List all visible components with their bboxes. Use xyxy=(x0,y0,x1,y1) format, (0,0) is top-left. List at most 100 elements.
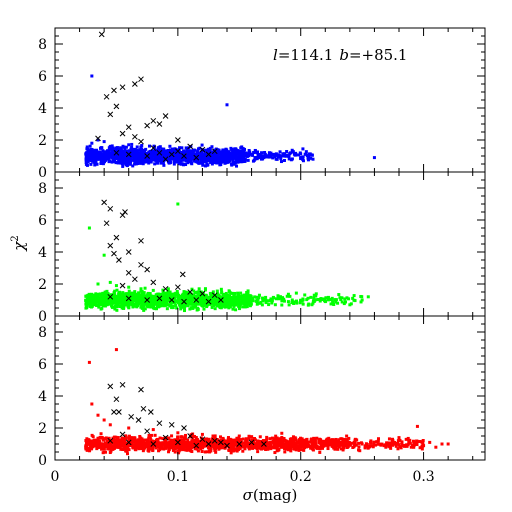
data-point xyxy=(209,302,213,306)
data-point xyxy=(161,161,165,165)
point-cloud-3 xyxy=(84,431,425,456)
data-point xyxy=(291,443,295,447)
data-point xyxy=(136,154,140,158)
data-point xyxy=(189,301,193,305)
data-point xyxy=(154,441,158,445)
data-point xyxy=(155,445,159,449)
data-point xyxy=(210,305,214,309)
data-point xyxy=(125,293,129,297)
data-point xyxy=(153,307,157,311)
data-point xyxy=(243,447,247,451)
data-point xyxy=(258,444,262,448)
data-point xyxy=(273,155,277,159)
data-point xyxy=(87,158,91,162)
data-point xyxy=(318,450,322,454)
data-point xyxy=(170,156,174,160)
data-point xyxy=(92,151,96,155)
data-point xyxy=(139,295,143,299)
data-point xyxy=(196,444,200,448)
cross-marker xyxy=(205,298,212,305)
data-point xyxy=(211,155,215,159)
data-point xyxy=(180,158,184,162)
data-point xyxy=(202,297,206,301)
data-point xyxy=(303,293,307,297)
data-point xyxy=(326,295,330,299)
cross-stroke xyxy=(132,81,138,87)
data-point xyxy=(121,291,125,295)
cross-stroke xyxy=(132,276,138,283)
data-point xyxy=(232,304,236,308)
data-point xyxy=(324,443,328,447)
data-point xyxy=(276,439,280,443)
data-point xyxy=(230,301,234,305)
data-point xyxy=(418,439,422,443)
data-point xyxy=(121,156,125,160)
data-point xyxy=(148,441,152,445)
data-point xyxy=(164,443,168,447)
data-point xyxy=(154,307,158,311)
data-point xyxy=(211,290,215,294)
data-point xyxy=(270,436,274,440)
data-point xyxy=(153,433,157,437)
data-point xyxy=(120,443,124,447)
data-point xyxy=(225,103,229,107)
data-point xyxy=(97,300,101,304)
data-point xyxy=(241,297,245,301)
data-point xyxy=(122,304,126,308)
data-point xyxy=(228,303,232,307)
data-point xyxy=(141,449,145,453)
data-point xyxy=(122,301,126,305)
data-point xyxy=(267,303,271,307)
data-point xyxy=(151,151,155,155)
data-point xyxy=(115,295,119,299)
cross-stroke xyxy=(119,84,126,91)
data-point xyxy=(268,440,272,444)
data-point xyxy=(88,443,92,447)
data-point xyxy=(108,451,112,455)
data-point xyxy=(111,295,115,299)
data-point xyxy=(130,301,134,305)
data-point xyxy=(245,300,249,304)
data-point xyxy=(118,150,122,154)
data-point xyxy=(332,439,336,443)
data-point xyxy=(236,158,240,162)
data-point xyxy=(157,155,161,159)
data-point xyxy=(394,444,398,448)
data-point xyxy=(414,441,418,445)
data-point xyxy=(244,439,248,443)
data-point xyxy=(363,445,367,449)
point-cloud-2 xyxy=(84,286,364,313)
data-point xyxy=(226,437,230,441)
data-point xyxy=(253,149,257,153)
cross-stroke xyxy=(179,271,186,278)
data-point xyxy=(111,447,115,451)
data-point xyxy=(246,289,250,293)
data-point xyxy=(116,301,120,305)
data-point xyxy=(100,442,104,446)
data-point xyxy=(129,160,133,164)
data-point xyxy=(104,154,108,158)
data-point xyxy=(89,305,93,309)
data-point xyxy=(124,300,128,304)
data-point xyxy=(237,434,241,438)
data-point xyxy=(391,439,395,443)
data-point xyxy=(94,443,98,447)
data-point xyxy=(168,445,172,449)
data-point xyxy=(259,442,263,446)
cross-stroke xyxy=(113,149,120,156)
data-point xyxy=(155,300,159,304)
data-point xyxy=(108,423,112,427)
data-point xyxy=(122,150,126,154)
cross-stroke xyxy=(199,290,206,297)
data-point xyxy=(256,450,260,454)
data-point xyxy=(291,435,295,439)
data-point xyxy=(113,148,117,152)
data-point xyxy=(396,441,400,445)
data-point xyxy=(152,144,156,148)
data-point xyxy=(207,158,211,162)
data-point xyxy=(103,290,107,294)
data-point xyxy=(294,448,298,452)
data-point xyxy=(255,442,259,446)
data-point xyxy=(213,307,217,311)
